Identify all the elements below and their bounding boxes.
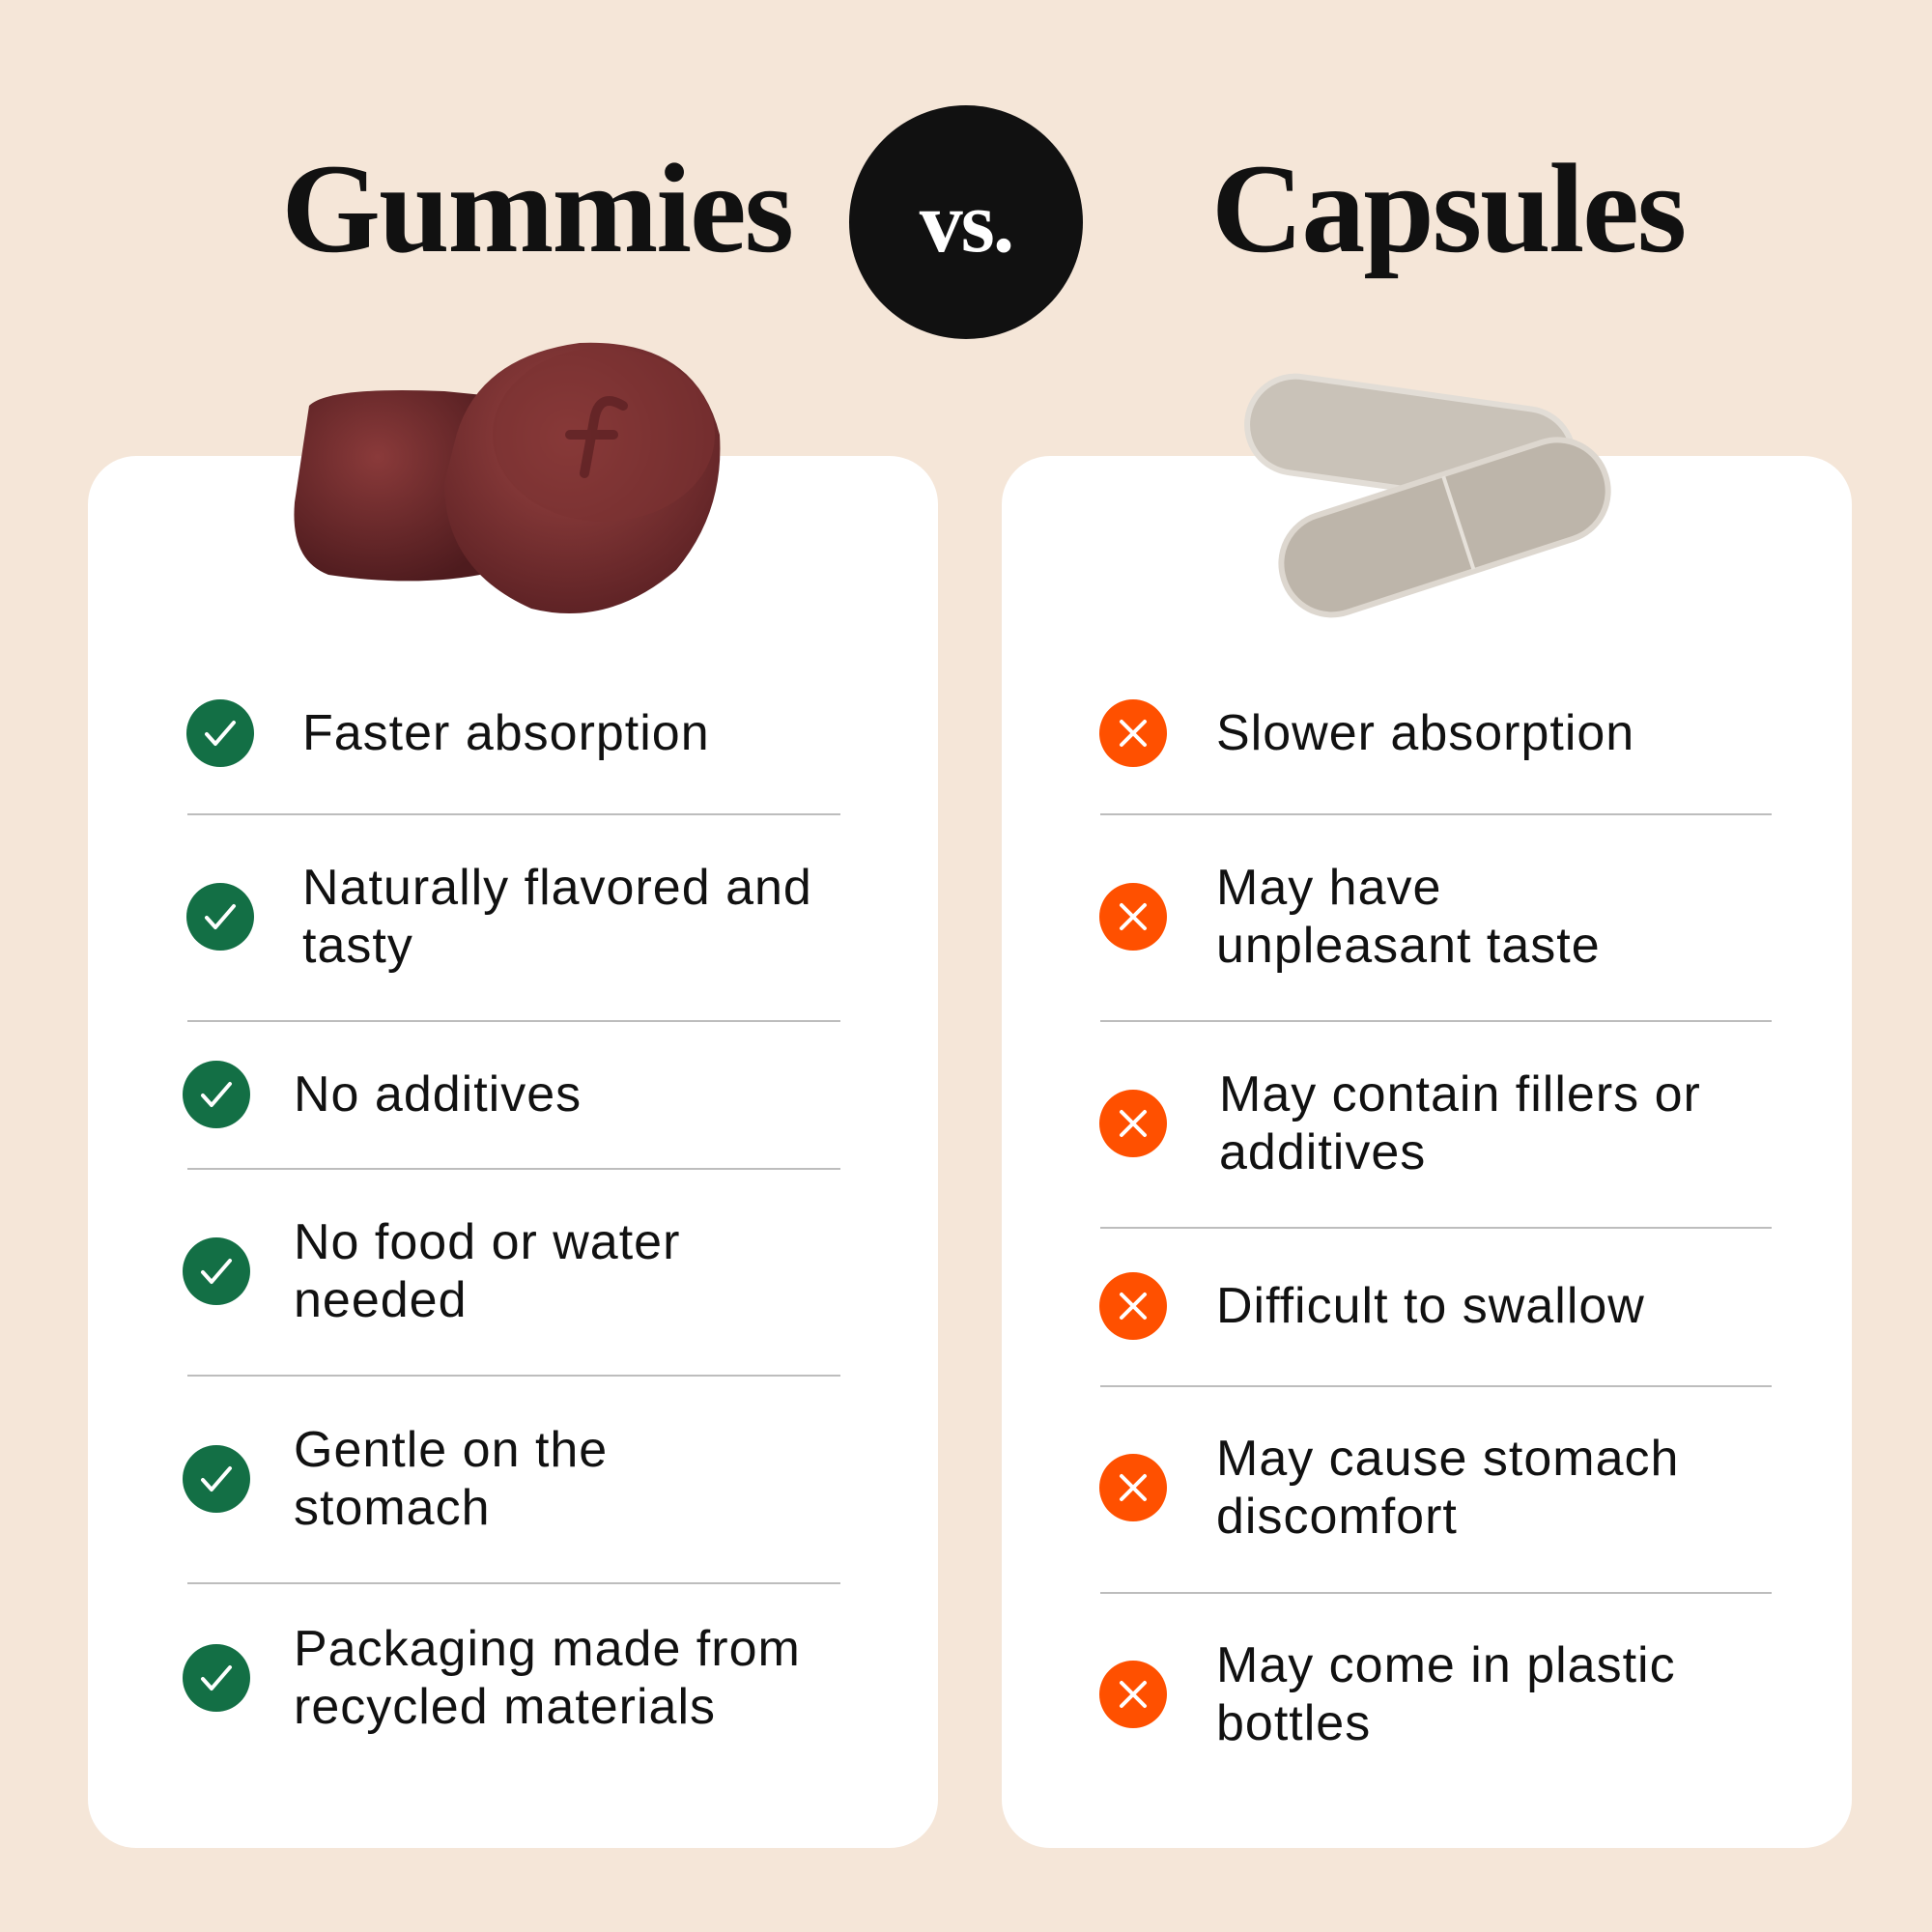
con-item-text: Slower absorption — [1216, 705, 1635, 761]
check-icon — [183, 1445, 250, 1513]
divider — [187, 1168, 840, 1170]
con-item-text: May contain fillers or additives — [1219, 1066, 1701, 1180]
con-item-text: May have unpleasant taste — [1216, 860, 1601, 974]
check-icon — [186, 699, 254, 767]
gummies-card — [88, 456, 938, 1848]
vs-badge: vs. — [849, 105, 1083, 339]
pro-item-text: Faster absorption — [302, 705, 710, 761]
divider — [187, 1020, 840, 1022]
x-icon — [1099, 1661, 1167, 1728]
x-icon — [1099, 1272, 1167, 1340]
divider — [187, 1375, 840, 1377]
divider — [1100, 813, 1772, 815]
divider — [187, 1582, 840, 1584]
pro-item-text: Gentle on the stomach — [294, 1422, 609, 1536]
pro-item-text: No food or water needed — [294, 1214, 681, 1328]
gummies-title: Gummies — [281, 137, 794, 279]
check-icon — [183, 1061, 250, 1128]
pro-item-text: Naturally flavored and tasty — [302, 860, 812, 974]
con-item-text: Difficult to swallow — [1216, 1278, 1645, 1334]
divider — [1100, 1592, 1772, 1594]
pro-item-text: No additives — [294, 1066, 582, 1122]
x-icon — [1099, 1090, 1167, 1157]
divider — [187, 813, 840, 815]
con-item-text: May come in plastic bottles — [1216, 1637, 1676, 1751]
divider — [1100, 1227, 1772, 1229]
gummies-image — [294, 342, 721, 613]
capsules-image — [1244, 373, 1611, 618]
divider — [1100, 1020, 1772, 1022]
check-icon — [183, 1644, 250, 1712]
pro-item-text: Packaging made from recycled materials — [294, 1621, 801, 1735]
x-icon — [1099, 699, 1167, 767]
con-item-text: May cause stomach discomfort — [1216, 1431, 1680, 1545]
x-icon — [1099, 883, 1167, 951]
x-icon — [1099, 1454, 1167, 1521]
divider — [1100, 1385, 1772, 1387]
check-icon — [183, 1237, 250, 1305]
check-icon — [186, 883, 254, 951]
capsules-title: Capsules — [1211, 137, 1687, 279]
